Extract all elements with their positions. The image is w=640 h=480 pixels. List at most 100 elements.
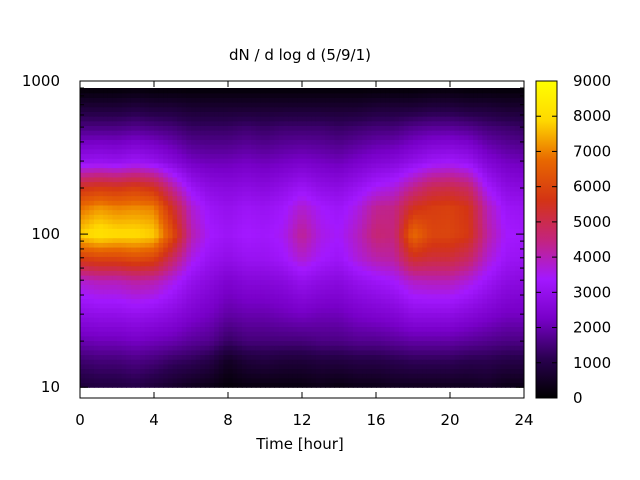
heatmap-cell <box>440 331 446 337</box>
heatmap-cell <box>112 345 118 351</box>
heatmap-cell <box>514 209 520 215</box>
heatmap-cell <box>362 284 368 290</box>
heatmap-cell <box>505 237 511 243</box>
heatmap-cell <box>320 167 326 173</box>
heatmap-cell <box>251 256 257 262</box>
heatmap-cell <box>311 270 317 276</box>
heatmap-cell <box>320 298 326 304</box>
heatmap-cell <box>241 190 248 197</box>
heatmap-cell <box>389 349 396 356</box>
heatmap-cell <box>218 289 224 295</box>
heatmap-cell <box>103 256 109 262</box>
heatmap-cell <box>380 326 386 332</box>
heatmap-cell <box>514 190 520 197</box>
heatmap-cell <box>496 237 502 243</box>
heatmap-cell <box>278 289 285 295</box>
heatmap-cell <box>371 359 377 365</box>
heatmap-cell <box>163 265 169 271</box>
heatmap-cell <box>232 331 238 337</box>
heatmap-cell <box>135 354 141 360</box>
heatmap-cell <box>154 340 160 346</box>
heatmap-cell <box>130 298 137 304</box>
heatmap-cell <box>510 242 516 248</box>
heatmap-cell <box>496 373 502 379</box>
heatmap-cell <box>389 172 396 178</box>
heatmap-cell <box>436 335 442 342</box>
heatmap-cell <box>408 232 414 239</box>
heatmap-cell <box>376 321 382 328</box>
heatmap-cell <box>450 326 456 332</box>
heatmap-cell <box>278 218 285 225</box>
heatmap-cell <box>519 270 524 276</box>
heatmap-cell <box>107 368 113 374</box>
heatmap-cell <box>98 284 104 290</box>
heatmap-cell <box>454 181 460 187</box>
heatmap-cell <box>218 144 224 150</box>
heatmap-cell <box>473 340 479 346</box>
heatmap-cell <box>302 298 308 304</box>
heatmap-cell <box>103 195 109 201</box>
heatmap-cell <box>463 321 470 328</box>
heatmap-cell <box>450 345 456 351</box>
heatmap-cell <box>241 354 248 360</box>
heatmap-cell <box>255 172 261 178</box>
heatmap-cell <box>265 214 271 220</box>
heatmap-cell <box>348 298 354 304</box>
heatmap-cell <box>103 162 109 169</box>
heatmap-cell <box>297 303 303 309</box>
heatmap-cell <box>89 246 95 253</box>
heatmap-cell <box>200 190 206 197</box>
heatmap-cell <box>426 274 433 281</box>
heatmap-cell <box>450 317 456 323</box>
heatmap-cell <box>519 144 524 150</box>
heatmap-cell <box>505 200 511 206</box>
heatmap-cell <box>436 223 442 229</box>
heatmap-cell <box>357 186 363 192</box>
heatmap-cell <box>366 148 372 155</box>
heatmap-cell <box>181 204 187 211</box>
heatmap-cell <box>130 186 137 192</box>
heatmap-cell <box>380 256 386 262</box>
heatmap-cell <box>320 232 326 239</box>
heatmap-cell <box>473 237 479 243</box>
heatmap-cell <box>403 246 409 253</box>
heatmap-cell <box>135 279 141 285</box>
heatmap-cell <box>149 172 155 178</box>
heatmap-cell <box>149 148 155 155</box>
heatmap-cell <box>302 274 308 281</box>
heatmap-cell <box>348 246 354 253</box>
heatmap-cell <box>297 218 303 225</box>
heatmap-cell <box>334 270 340 276</box>
heatmap-cell <box>376 284 382 290</box>
heatmap-cell <box>468 345 474 351</box>
heatmap-cell <box>283 172 289 178</box>
heatmap-cell <box>454 289 460 295</box>
heatmap-cell <box>288 256 294 262</box>
heatmap-cell <box>265 200 271 206</box>
heatmap-cell <box>496 260 502 267</box>
heatmap-cell <box>352 274 359 281</box>
heatmap-cell <box>177 377 183 384</box>
heatmap-cell <box>422 345 428 351</box>
heatmap-cell <box>473 326 479 332</box>
heatmap-cell <box>376 260 382 267</box>
heatmap-cell <box>209 190 215 197</box>
heatmap-cell <box>89 368 95 374</box>
heatmap-cell <box>403 331 409 337</box>
heatmap-cell <box>352 298 359 304</box>
heatmap-cell <box>130 279 137 285</box>
heatmap-cell <box>417 186 423 192</box>
heatmap-cell <box>510 237 516 243</box>
heatmap-cell <box>413 377 419 384</box>
heatmap-cell <box>251 204 257 211</box>
heatmap-cell <box>241 260 248 267</box>
heatmap-cell <box>413 186 419 192</box>
heatmap-cell <box>482 167 488 173</box>
heatmap-cell <box>241 340 248 346</box>
heatmap-cell <box>500 326 507 332</box>
heatmap-cell <box>278 232 285 239</box>
heatmap-cell <box>84 167 90 173</box>
heatmap-cell <box>172 307 178 313</box>
heatmap-cell <box>380 377 386 384</box>
heatmap-cell <box>251 162 257 169</box>
